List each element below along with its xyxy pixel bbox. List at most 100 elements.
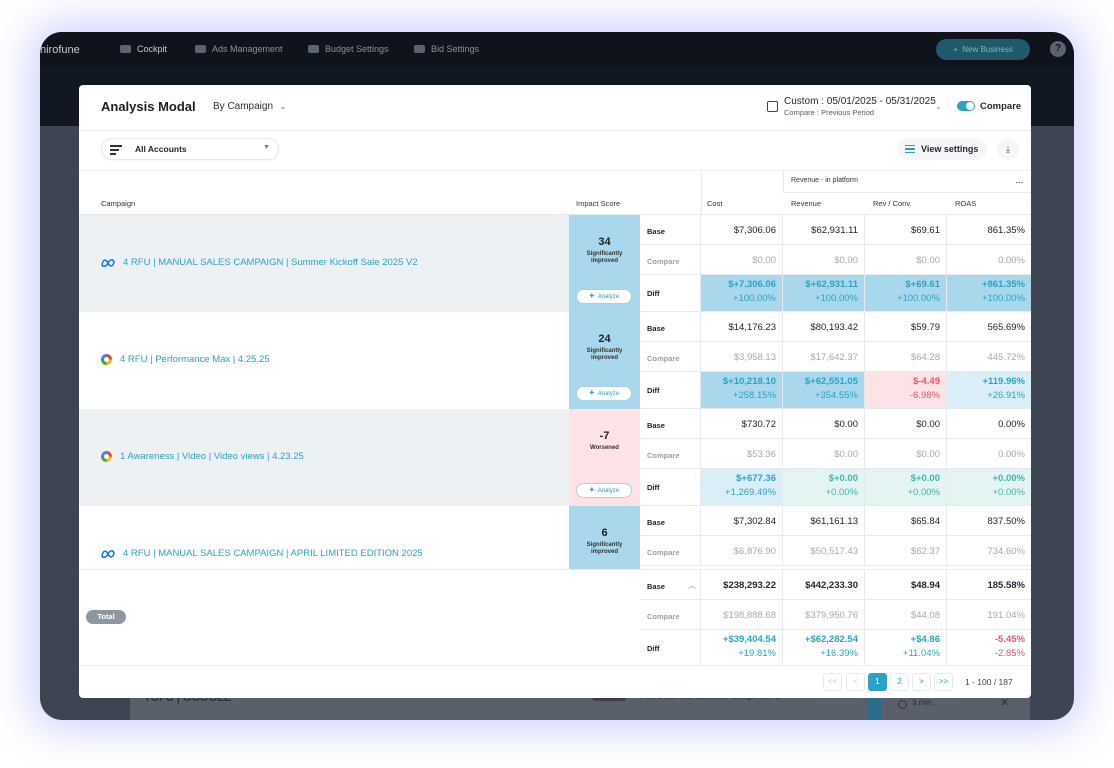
cell: $53.36 (700, 439, 782, 468)
cell: $198,888.68 (700, 600, 782, 629)
value: +100.00% (732, 293, 776, 304)
more-icon[interactable]: ... (1015, 175, 1023, 185)
caret-down-icon: ▼ (263, 144, 270, 151)
table-row: 4 RFU | MANUAL SALES CAMPAIGN | Summer K… (79, 215, 1031, 312)
impact-score: 34 Significantly improved ✦ Analyze (569, 215, 640, 312)
clock-icon (898, 700, 907, 709)
analyze-button[interactable]: ✦ Analyze (576, 289, 632, 304)
cell: $61,161.13 (782, 506, 864, 535)
nav-label: Bid Settings (431, 44, 480, 54)
campaign-name-link[interactable]: 4 RFU | MANUAL SALES CAMPAIGN | APRIL LI… (101, 548, 423, 559)
next-page-button[interactable]: > (912, 673, 931, 691)
bg-timer: 3 min. (912, 698, 934, 707)
value: $65.84 (910, 516, 940, 527)
page-button[interactable]: 2 (890, 673, 909, 691)
value: +16.39% (820, 648, 858, 659)
group-by-label: By Campaign (213, 101, 274, 112)
folder-icon (195, 45, 206, 53)
cell: $0.00 (864, 409, 946, 438)
cell: 0.00% (946, 409, 1031, 438)
impact-score-value: 34 (598, 236, 611, 248)
view-settings-button[interactable]: View settings (897, 138, 987, 160)
google-icon (101, 451, 112, 462)
campaign-name-link[interactable]: 4 RFU | MANUAL SALES CAMPAIGN | Summer K… (101, 257, 418, 268)
compare-toggle-label: Compare (980, 101, 1022, 112)
value: $0.00 (916, 419, 940, 430)
compare-subrow: Compare $6,876.90 $50,517.43 $62.37 734.60% (640, 536, 1031, 566)
value: +861.35% (981, 279, 1025, 290)
diff-cell: $-4.49 -6.98% (864, 372, 946, 408)
impact-score: -7 Worsened ✦ Analyze (569, 409, 640, 506)
analyze-button[interactable]: ✦ Analyze (576, 483, 632, 498)
compare-toggle[interactable] (957, 101, 975, 111)
base-subrow: Base $730.72 $0.00 $0.00 0.00% (640, 409, 1031, 439)
cell: $0.00 (700, 245, 782, 274)
totals-compare: Compare $198,888.68 $379,950.76 $44.08 1… (640, 600, 1031, 630)
brand-logo: hirofune (40, 44, 80, 56)
value: $0.00 (834, 449, 858, 460)
impact-score-value: 6 (601, 527, 608, 539)
value: +354.55% (814, 390, 858, 401)
value: $7,302.84 (733, 516, 776, 527)
value: +0.00% (992, 473, 1026, 484)
date-range[interactable]: Custom : 05/01/2025 - 05/31/2025 (784, 96, 936, 107)
accounts-select[interactable]: All Accounts ▼ (101, 138, 279, 160)
nav-cockpit[interactable]: Cockpit (120, 44, 167, 54)
wallet-icon (308, 45, 319, 53)
cell: +$39,404.54 +19.81% (700, 630, 782, 666)
chevron-up-icon[interactable]: ︿ (688, 581, 696, 590)
analyze-label: Analyze (597, 391, 620, 397)
cell: $50,517.43 (782, 536, 864, 565)
campaign-cell (79, 409, 569, 506)
chevron-down-icon[interactable]: ⌄ (935, 102, 942, 111)
sub-label: Compare (647, 257, 680, 266)
nav-ads-management[interactable]: Ads Management (195, 44, 283, 54)
value: -2.85% (994, 648, 1025, 659)
totals-diff: Diff +$39,404.54 +19.81% +$62,282.54 +16.3… (640, 630, 1031, 666)
last-page-button[interactable]: >> (934, 673, 953, 691)
nav-label: Ads Management (212, 44, 283, 54)
campaign-name-link[interactable]: 4 RFU | Performance Max | 4.25.25 (101, 354, 270, 365)
divider (701, 171, 702, 215)
new-business-button[interactable]: + New Business (936, 39, 1030, 60)
totals-row: Total Base ︿ $238,293.22 $442,233.30 $48… (79, 569, 1031, 666)
campaign-name: 4 RFU | MANUAL SALES CAMPAIGN | APRIL LI… (123, 548, 423, 559)
value: $379,950.76 (805, 610, 858, 621)
value: $44.08 (910, 610, 940, 621)
group-by-select[interactable]: By Campaign ⌄ (213, 101, 287, 112)
diff-cell: +861.35% +100.00% (946, 275, 1031, 311)
close-icon[interactable]: ✕ (1000, 697, 1010, 709)
value: $0.00 (834, 255, 858, 266)
value: 445.72% (987, 352, 1025, 363)
prev-page-button[interactable]: < (846, 673, 865, 691)
cell: 185.58% (946, 570, 1031, 599)
value: $238,293.22 (723, 580, 776, 591)
cell: $80,193.42 (782, 312, 864, 341)
sub-label: Compare (647, 612, 680, 621)
analysis-modal: Analysis Modal By Campaign ⌄ Custom : 05/… (79, 85, 1031, 698)
value: $+69.61 (905, 279, 940, 290)
help-icon[interactable]: ? (1050, 41, 1066, 57)
campaign-cell (79, 312, 569, 409)
col-rev-conv: Rev / Conv. (873, 199, 912, 208)
nav-budget-settings[interactable]: Budget Settings (308, 44, 389, 54)
value: $730.72 (741, 419, 776, 430)
cell: $62.37 (864, 536, 946, 565)
value: $69.61 (910, 225, 940, 236)
cell: $0.00 (864, 439, 946, 468)
new-business-label: New Business (962, 45, 1013, 54)
nav-bid-settings[interactable]: Bid Settings (414, 44, 479, 54)
value: $6,876.90 (733, 546, 776, 557)
page-button[interactable]: 1 (868, 673, 887, 691)
download-icon[interactable]: ⤓ (997, 138, 1019, 160)
value: +26.91% (987, 390, 1025, 401)
first-page-button[interactable]: << (823, 673, 842, 691)
cell: $48.94 (864, 570, 946, 599)
diff-cell: $+7,306.06 +100.00% (700, 275, 782, 311)
campaign-name-link[interactable]: 1 Awareness | Video | Video views | 4.23… (101, 451, 304, 462)
value: +1,269.49% (725, 487, 776, 498)
diff-cell: $+62,931.11 +100.00% (782, 275, 864, 311)
sub-label: Diff (647, 644, 660, 653)
analyze-button[interactable]: ✦ Analyze (576, 386, 632, 401)
diff-subrow: Diff $+677.36 +1,269.49% $+0.00 +0.00% $+0.00… (640, 469, 1031, 506)
